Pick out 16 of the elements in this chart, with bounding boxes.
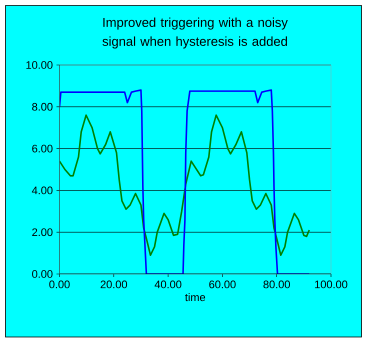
x-tick-label: 100.00 — [315, 280, 348, 288]
y-tick-label: 8.00 — [32, 102, 53, 111]
y-tick-label: 6.00 — [32, 144, 53, 152]
y-tick-label: 10.00 — [26, 61, 53, 69]
chart-title: Improved triggering with a noisy signal when hysteresis is added — [102, 17, 288, 48]
y-tick-label: 0.00 — [32, 270, 53, 278]
y-tick-label: 2.00 — [32, 228, 53, 236]
x-tick-label: 40.00 — [154, 280, 182, 288]
x-tick-label: 80.00 — [263, 280, 290, 288]
x-tick-label: 60.00 — [209, 280, 236, 288]
x-tick-label: 0.00 — [49, 280, 70, 288]
line-series — [60, 89, 310, 274]
x-axis-title: time — [185, 293, 206, 302]
y-tick-label: 4.00 — [32, 186, 53, 194]
x-tick-label: 20.00 — [100, 280, 128, 288]
line-series — [60, 114, 310, 256]
